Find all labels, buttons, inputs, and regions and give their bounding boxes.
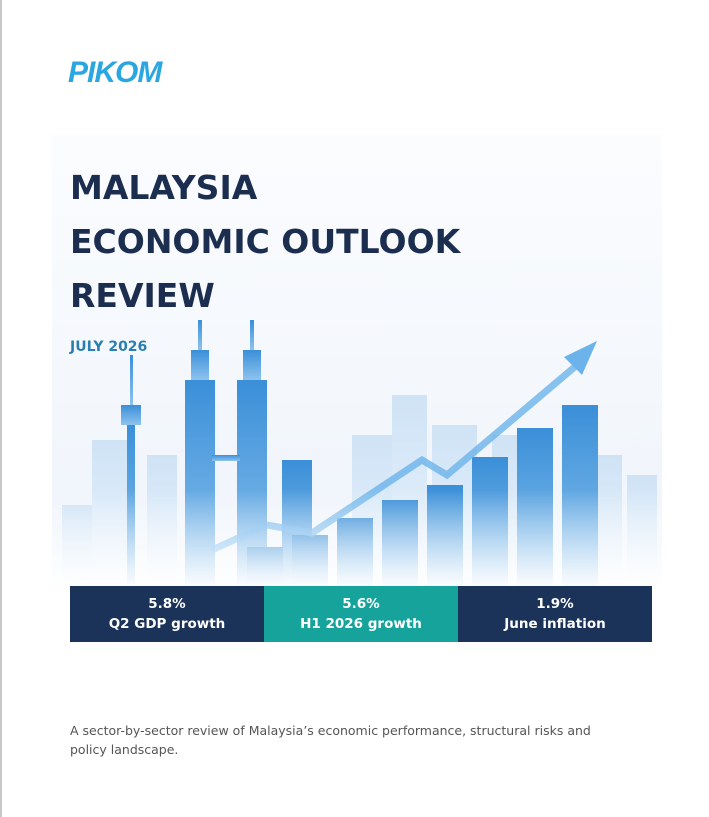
logo: PIKOM bbox=[68, 56, 162, 89]
date: JULY 2026 bbox=[70, 339, 148, 355]
title-line: ECONOMIC OUTLOOK bbox=[70, 222, 461, 261]
stat: 5.6% H1 2026 growth bbox=[264, 586, 458, 642]
title-line: REVIEW bbox=[70, 276, 215, 315]
cover-art bbox=[52, 135, 662, 590]
stat-value: 5.8% bbox=[148, 596, 186, 612]
stat-value: 1.9% bbox=[536, 596, 574, 612]
title-line: MALAYSIA bbox=[70, 168, 258, 207]
stat-label: Q2 GDP growth bbox=[108, 616, 226, 632]
stat: 5.8% Q2 GDP growth bbox=[70, 586, 264, 642]
stat-label: June inflation bbox=[504, 616, 606, 632]
stat-label: H1 2026 growth bbox=[300, 616, 422, 632]
stat-value: 5.6% bbox=[342, 596, 380, 612]
stats-bar: 5.8% Q2 GDP growth 5.6% H1 2026 growth 1.9… bbox=[70, 586, 652, 642]
stat: 1.9% June inflation bbox=[458, 586, 652, 642]
description: A sector-by-sector review of Malaysia’s … bbox=[70, 723, 591, 757]
